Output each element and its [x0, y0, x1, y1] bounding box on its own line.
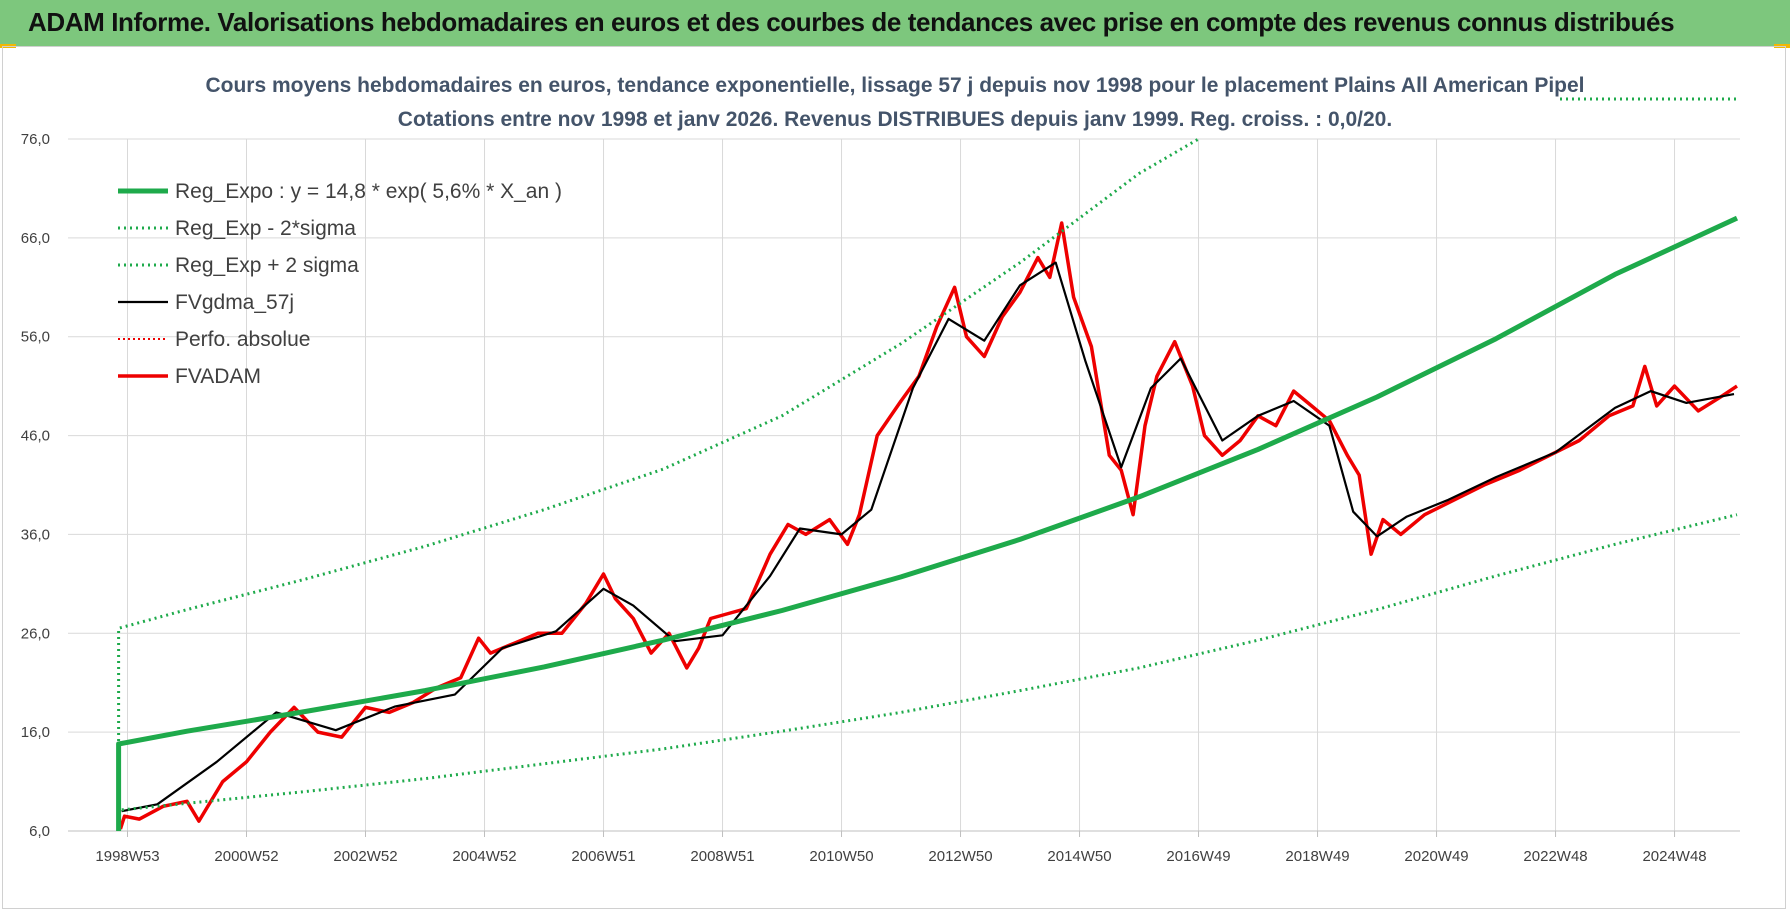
legend-label: Reg_Exp - 2*sigma [175, 217, 356, 240]
legend-label: FVADAM [175, 365, 261, 388]
x-tick-label: 2006W51 [571, 848, 635, 865]
x-tick-label: 2002W52 [333, 848, 397, 865]
x-tick-label: 2004W52 [452, 848, 516, 865]
series-line-0 [116, 215, 1739, 831]
x-tick-label: 2022W48 [1523, 848, 1587, 865]
series-layer [116, 137, 1739, 831]
x-tick-label: 2008W51 [690, 848, 754, 865]
x-tick-label: 2016W49 [1166, 848, 1230, 865]
series-line-3 [121, 261, 1735, 813]
x-tick-label: 2014W50 [1047, 848, 1111, 865]
series-line-2 [117, 137, 1200, 831]
y-tick-label: 36,0 [21, 526, 50, 543]
legend: Reg_Expo : y = 14,8 * exp( 5,6% * X_an )… [118, 180, 562, 388]
y-tick-label: 6,0 [29, 823, 50, 840]
y-tick-label: 16,0 [21, 724, 50, 741]
x-tick-label: 2000W52 [214, 848, 278, 865]
x-tick-label: 1998W53 [95, 848, 159, 865]
header-bar: ADAM Informe. Valorisations hebdomadaire… [0, 0, 1790, 46]
x-tick-label: 2012W50 [928, 848, 992, 865]
chart-subtitle: Cotations entre nov 1998 et janv 2026. R… [398, 108, 1392, 131]
y-tick-label: 76,0 [21, 131, 50, 148]
legend-label: Perfo. absolue [175, 328, 310, 351]
header-title: ADAM Informe. Valorisations hebdomadaire… [28, 7, 1675, 37]
x-tick-label: 2010W50 [809, 848, 873, 865]
x-tick-label: 2018W49 [1285, 848, 1349, 865]
chart-title: Cours moyens hebdomadaires en euros, ten… [205, 74, 1584, 97]
y-tick-label: 56,0 [21, 329, 50, 346]
chart-frame [2, 46, 1786, 909]
series-line-1 [117, 513, 1738, 831]
legend-label: FVgdma_57j [175, 291, 294, 314]
y-tick-label: 46,0 [21, 428, 50, 445]
series-line-5 [118, 221, 1738, 830]
x-tick-label: 2020W49 [1404, 848, 1468, 865]
axis-layer: 6,0 16,0 26,0 36,0 46,0 56,0 66,0 76,0 1998W53 20… [21, 131, 1740, 865]
y-tick-label: 26,0 [21, 625, 50, 642]
grid-layer [68, 138, 1740, 832]
y-tick-label: 66,0 [21, 230, 50, 247]
legend-label: Reg_Exp + 2 sigma [175, 254, 359, 277]
x-tick-label: 2024W48 [1642, 848, 1706, 865]
legend-label: Reg_Expo : y = 14,8 * exp( 5,6% * X_an ) [175, 180, 562, 203]
